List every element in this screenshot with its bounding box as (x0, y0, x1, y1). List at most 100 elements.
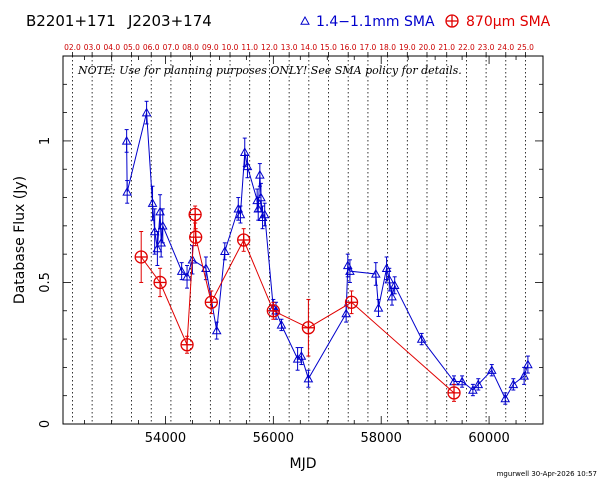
data-point (389, 280, 400, 289)
year-tick-label: 18.0 (379, 43, 396, 52)
x-tick-label: 58000 (361, 431, 402, 446)
data-point (204, 295, 218, 309)
data-point (180, 338, 194, 352)
data-point (473, 379, 484, 389)
year-tick-label: 20.0 (419, 43, 436, 52)
year-tick-label: 15.0 (320, 43, 337, 52)
data-point (176, 266, 187, 275)
data-point (500, 393, 511, 403)
legend: 1.4−1.1mm SMA 870μm SMA (300, 14, 551, 30)
data-point (370, 268, 381, 278)
year-tick-label: 06.0 (143, 43, 160, 52)
series-line (126, 112, 529, 400)
data-point (182, 271, 192, 281)
year-tick-label: 12.0 (261, 43, 278, 52)
data-point (122, 186, 133, 196)
data-point (457, 376, 467, 386)
data-series (121, 100, 533, 405)
y-axis-label: Database Flux (Jy) (12, 176, 28, 304)
year-tick-label: 09.0 (202, 43, 219, 52)
y-tick-label: 1 (38, 137, 53, 145)
data-point (508, 379, 519, 389)
year-grid (72, 56, 526, 424)
year-tick-label: 19.0 (399, 43, 416, 52)
data-point (266, 304, 280, 318)
x-tick-label: 60000 (468, 431, 509, 446)
data-point (303, 373, 314, 383)
data-point (155, 206, 165, 216)
data-point (345, 266, 355, 275)
data-point (447, 386, 461, 400)
year-tick-label: 14.0 (300, 43, 317, 52)
x-axis: 54000 56000 58000 60000 (84, 56, 544, 446)
year-axis: 02.0 03.0 04.0 05.0 06.0 07.0 08.0 09.0 10.0 11.0… (64, 43, 534, 56)
data-point (384, 274, 395, 284)
data-point (253, 203, 264, 213)
plot-frame (62, 55, 544, 425)
data-point (121, 135, 132, 145)
data-point (201, 263, 211, 273)
year-tick-label: 02.0 (64, 43, 81, 52)
data-point (211, 325, 222, 335)
data-point (219, 246, 230, 256)
data-point (296, 351, 307, 360)
x-axis-label: MJD (290, 456, 317, 472)
data-point (235, 209, 246, 219)
data-point (341, 308, 351, 318)
data-point (239, 147, 250, 156)
data-point (141, 107, 152, 117)
data-point (301, 321, 316, 335)
x-tick-label: 54000 (145, 431, 186, 446)
data-point (147, 198, 158, 207)
y-tick-label: 0 (38, 420, 53, 428)
legend-triangle-icon (300, 15, 310, 25)
data-point (519, 370, 529, 380)
year-tick-label: 10.0 (222, 43, 239, 52)
legend-circle-cross-mark (445, 14, 459, 28)
data-point (153, 275, 167, 290)
year-tick-label: 13.0 (281, 43, 298, 52)
source-name-1: B2201+171 (26, 12, 116, 30)
data-point (237, 233, 251, 247)
year-tick-label: 16.0 (340, 43, 357, 52)
data-point (152, 243, 163, 253)
legend-circle-cross-icon (445, 14, 459, 28)
series-red (134, 205, 461, 402)
source-name-2: J2203+174 (127, 12, 212, 30)
data-point (242, 161, 253, 171)
data-point (157, 220, 168, 230)
year-tick-label: 24.0 (497, 43, 514, 52)
data-point (387, 291, 397, 301)
x-tick-label: 56000 (253, 431, 294, 446)
data-point (276, 319, 287, 329)
data-point (486, 365, 497, 374)
y-tick-label: 0.5 (38, 272, 53, 293)
data-point (416, 334, 427, 343)
year-tick-label: 21.0 (438, 43, 455, 52)
data-point (259, 209, 270, 219)
data-point (189, 230, 203, 244)
year-tick-label: 07.0 (163, 43, 180, 52)
data-point (344, 295, 359, 309)
data-point (252, 195, 263, 205)
year-tick-label: 04.0 (103, 43, 120, 52)
data-point (523, 359, 533, 369)
year-tick-label: 11.0 (241, 43, 258, 52)
year-tick-label: 08.0 (182, 43, 199, 52)
year-tick-label: 25.0 (517, 43, 534, 52)
data-point (134, 250, 148, 264)
legend-label-red: 870μm SMA (466, 14, 551, 30)
data-point (188, 207, 202, 222)
year-tick-label: 05.0 (123, 43, 140, 52)
data-point (468, 385, 478, 394)
year-tick-label: 03.0 (84, 43, 101, 52)
y-axis: 00.51 (38, 55, 543, 428)
data-point (292, 353, 303, 363)
legend-triangle-mark (300, 15, 310, 25)
year-tick-label: 22.0 (458, 43, 475, 52)
data-point (256, 192, 266, 202)
series-blue (121, 100, 533, 405)
planning-note: NOTE: Use for planning purposes ONLY! Se… (77, 64, 462, 77)
data-point (373, 302, 384, 312)
